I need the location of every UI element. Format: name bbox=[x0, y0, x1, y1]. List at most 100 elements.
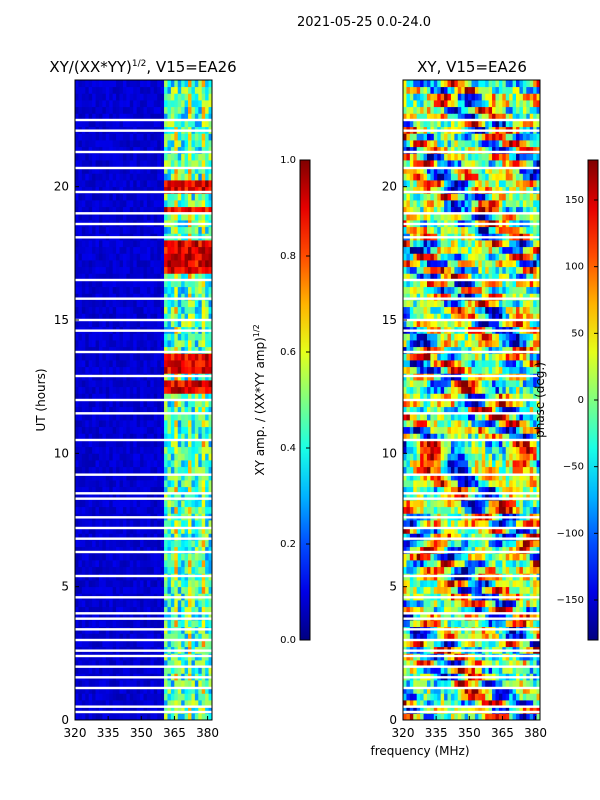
heatmap-cell bbox=[174, 433, 179, 441]
heatmap-cell bbox=[75, 313, 79, 321]
heatmap-cell bbox=[85, 200, 90, 208]
heatmap-cell bbox=[174, 246, 179, 254]
heatmap-cell bbox=[478, 693, 483, 701]
heatmap-cell bbox=[88, 493, 93, 501]
heatmap-cell bbox=[133, 500, 138, 508]
heatmap-cell bbox=[88, 640, 93, 648]
heatmap-cell bbox=[129, 480, 134, 488]
heatmap-cell bbox=[492, 620, 496, 628]
heatmap-cell bbox=[444, 586, 448, 594]
heatmap-cell bbox=[181, 566, 185, 574]
heatmap-cell bbox=[191, 433, 196, 441]
heatmap-cell bbox=[78, 566, 83, 574]
heatmap-cell bbox=[495, 600, 500, 608]
heatmap-cell bbox=[174, 273, 179, 281]
heatmap-cell bbox=[170, 686, 175, 694]
heatmap-cell bbox=[95, 200, 100, 208]
heatmap-cell bbox=[146, 226, 151, 234]
heatmap-cell bbox=[170, 473, 175, 481]
heatmap-cell bbox=[208, 173, 213, 181]
heatmap-cell bbox=[533, 713, 537, 721]
heatmap-cell bbox=[413, 600, 418, 608]
heatmap-cell bbox=[112, 446, 117, 454]
heatmap-cell bbox=[191, 226, 196, 234]
heatmap-cell bbox=[181, 693, 185, 701]
heatmap-cell bbox=[191, 253, 196, 261]
heatmap-cell bbox=[194, 420, 199, 428]
heatmap-cell bbox=[157, 306, 162, 314]
heatmap-cell bbox=[129, 486, 134, 494]
heatmap-cell bbox=[105, 146, 110, 154]
heatmap-cell bbox=[81, 253, 86, 261]
heatmap-cell bbox=[198, 566, 203, 574]
heatmap-cell bbox=[133, 440, 138, 448]
heatmap-cell bbox=[481, 566, 486, 574]
heatmap-cell bbox=[129, 400, 134, 408]
heatmap-cell bbox=[98, 540, 103, 548]
heatmap-cell bbox=[129, 246, 134, 254]
heatmap-cell bbox=[116, 80, 120, 88]
heatmap-cell bbox=[416, 666, 421, 674]
heatmap-cell bbox=[102, 633, 107, 641]
heatmap-cell bbox=[140, 620, 144, 628]
heatmap-cell bbox=[160, 273, 165, 281]
heatmap-cell bbox=[205, 666, 209, 674]
heatmap-cell bbox=[153, 433, 158, 441]
heatmap-cell bbox=[191, 193, 196, 201]
heatmap-cell bbox=[102, 180, 107, 188]
heatmap-cell bbox=[160, 586, 165, 594]
heatmap-cell bbox=[177, 246, 182, 254]
heatmap-cell bbox=[92, 106, 96, 114]
heatmap-cell bbox=[133, 200, 138, 208]
heatmap-cell bbox=[119, 406, 124, 414]
heatmap-cell bbox=[88, 200, 93, 208]
heatmap-cell bbox=[170, 273, 175, 281]
heatmap-cell bbox=[95, 186, 100, 194]
heatmap-cell bbox=[98, 186, 103, 194]
heatmap-cell bbox=[194, 293, 199, 301]
heatmap-cell bbox=[170, 353, 175, 361]
heatmap-cell bbox=[143, 586, 148, 594]
heatmap-cell bbox=[92, 586, 96, 594]
heatmap-cell bbox=[205, 273, 209, 281]
heatmap-cell bbox=[116, 286, 120, 294]
heatmap-cell bbox=[78, 433, 83, 441]
heatmap-cell bbox=[143, 713, 148, 721]
heatmap-cell bbox=[122, 493, 127, 501]
heatmap-cell bbox=[78, 586, 83, 594]
heatmap-cell bbox=[116, 93, 120, 101]
heatmap-cell bbox=[160, 380, 165, 388]
heatmap-cell bbox=[140, 566, 144, 574]
heatmap-cell bbox=[413, 633, 418, 641]
heatmap-cell bbox=[150, 186, 155, 194]
heatmap-cell bbox=[492, 566, 496, 574]
heatmap-cell bbox=[205, 560, 209, 568]
heatmap-cell bbox=[88, 93, 93, 101]
heatmap-cell bbox=[92, 486, 96, 494]
heatmap-cell bbox=[126, 473, 131, 481]
heatmap-cell bbox=[95, 493, 100, 501]
heatmap-cell bbox=[194, 640, 199, 648]
heatmap-cell bbox=[184, 200, 189, 208]
heatmap-cell bbox=[129, 380, 134, 388]
heatmap-cell bbox=[478, 613, 483, 621]
heatmap-cell bbox=[526, 666, 531, 674]
colorbar-tick-label: 0.8 bbox=[280, 251, 296, 262]
heatmap-cell bbox=[509, 613, 513, 621]
heatmap-cell bbox=[78, 386, 83, 394]
heatmap-cell bbox=[122, 600, 127, 608]
heatmap-cell bbox=[536, 620, 541, 628]
heatmap-cell bbox=[533, 613, 537, 621]
heatmap-cell bbox=[437, 666, 442, 674]
heatmap-cell bbox=[205, 420, 209, 428]
heatmap-cell bbox=[174, 200, 179, 208]
heatmap-cell bbox=[146, 313, 151, 321]
heatmap-cell bbox=[184, 560, 189, 568]
heatmap-cell bbox=[409, 546, 414, 554]
heatmap-cell bbox=[423, 580, 428, 588]
heatmap-cell bbox=[181, 360, 185, 368]
heatmap-cell bbox=[536, 586, 541, 594]
heatmap-cell bbox=[136, 380, 141, 388]
amplitude-colorbar-bar bbox=[299, 159, 311, 641]
heatmap-cell bbox=[81, 560, 86, 568]
